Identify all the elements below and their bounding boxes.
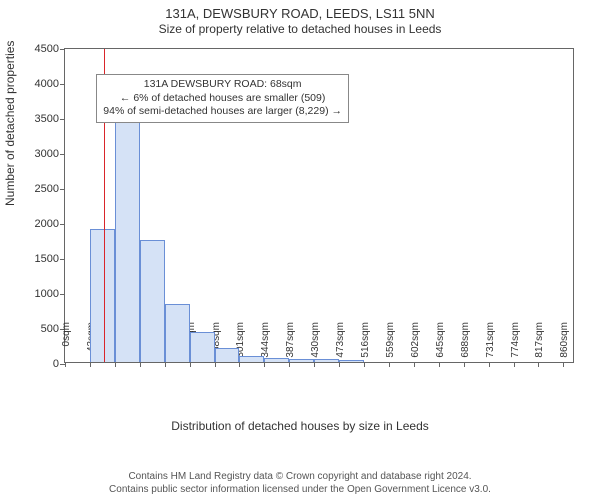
y-tick-mark [60,224,65,225]
y-tick-mark [60,119,65,120]
footer-line-2: Contains public sector information licen… [0,484,600,497]
chart-container: Number of detached properties 0500100015… [0,40,600,435]
histogram-bar [190,332,215,362]
y-tick-label: 2000 [35,218,59,230]
y-tick-label: 3000 [35,148,59,160]
y-axis-label: Number of detached properties [3,40,17,205]
x-tick-label: 559sqm [385,322,396,370]
y-tick-label: 2500 [35,183,59,195]
annotation-box: 131A DEWSBURY ROAD: 68sqm← 6% of detache… [96,74,349,123]
x-tick-label: 731sqm [485,322,496,370]
y-tick-mark [60,189,65,190]
histogram-bar [90,229,115,362]
y-tick-label: 0 [53,358,59,370]
histogram-bar [115,119,140,362]
y-tick-label: 4000 [35,78,59,90]
x-tick-label: 301sqm [235,322,246,370]
title-line-2: Size of property relative to detached ho… [0,22,600,37]
annotation-line: ← 6% of detached houses are smaller (509… [103,92,342,106]
x-tick-label: 473sqm [335,322,346,370]
histogram-bar [339,360,364,362]
histogram-bar [215,348,240,362]
x-tick-label: 602sqm [410,322,421,370]
x-tick-label: 860sqm [559,322,570,370]
annotation-line: 94% of semi-detached houses are larger (… [103,105,342,119]
plot-area: 0500100015002000250030003500400045000sqm… [64,48,574,363]
y-tick-label: 500 [41,323,59,335]
y-tick-mark [60,294,65,295]
title-line-1: 131A, DEWSBURY ROAD, LEEDS, LS11 5NN [0,6,600,22]
y-tick-mark [60,49,65,50]
x-tick-label: 0sqm [61,322,72,370]
y-tick-mark [60,259,65,260]
footer-attribution: Contains HM Land Registry data © Crown c… [0,471,600,496]
histogram-bar [239,356,264,362]
histogram-bar [165,304,190,362]
x-axis-label: Distribution of detached houses by size … [0,419,600,433]
x-tick-label: 387sqm [285,322,296,370]
x-tick-label: 817sqm [534,322,545,370]
x-tick-label: 430sqm [310,322,321,370]
x-tick-label: 516sqm [360,322,371,370]
y-tick-label: 3500 [35,113,59,125]
histogram-bar [289,359,314,363]
y-tick-mark [60,84,65,85]
y-tick-label: 1500 [35,253,59,265]
histogram-bar [140,240,165,362]
histogram-bar [314,359,339,362]
histogram-bar [264,358,289,362]
x-tick-label: 688sqm [460,322,471,370]
chart-title-block: 131A, DEWSBURY ROAD, LEEDS, LS11 5NN Siz… [0,0,600,37]
x-tick-label: 344sqm [260,322,271,370]
y-tick-mark [60,154,65,155]
y-tick-label: 4500 [35,43,59,55]
footer-line-1: Contains HM Land Registry data © Crown c… [0,471,600,484]
x-tick-label: 645sqm [435,322,446,370]
y-tick-label: 1000 [35,288,59,300]
x-tick-label: 774sqm [510,322,521,370]
annotation-line: 131A DEWSBURY ROAD: 68sqm [103,78,342,92]
